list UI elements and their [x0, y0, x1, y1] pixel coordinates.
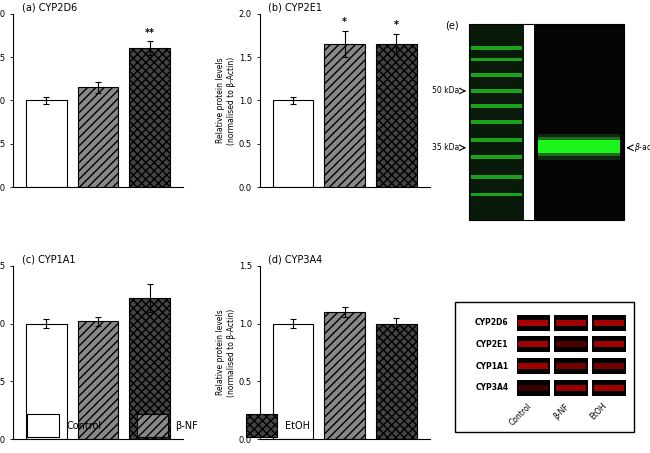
Bar	[556, 363, 586, 369]
Text: (d) CYP3A4: (d) CYP3A4	[268, 255, 322, 265]
Bar	[554, 358, 588, 374]
Bar	[471, 175, 523, 179]
Bar	[471, 58, 523, 62]
Bar	[554, 337, 588, 352]
Bar	[592, 358, 626, 374]
Text: β-NF: β-NF	[176, 421, 198, 431]
Bar	[469, 24, 623, 220]
Bar	[78, 321, 118, 439]
Text: (e): (e)	[445, 20, 459, 30]
Text: Control: Control	[66, 421, 101, 431]
Text: *: *	[342, 18, 347, 28]
Text: (b) CYP2E1: (b) CYP2E1	[268, 3, 322, 13]
Bar	[455, 302, 634, 432]
Text: EtOH: EtOH	[285, 421, 309, 431]
Bar	[592, 380, 626, 396]
Bar	[517, 358, 551, 374]
Bar	[594, 320, 623, 326]
Bar	[469, 24, 525, 220]
Bar	[471, 155, 523, 159]
Text: CYP2D6: CYP2D6	[475, 318, 508, 327]
Bar	[538, 137, 619, 156]
Bar	[324, 44, 365, 188]
Text: CYP3A4: CYP3A4	[475, 383, 508, 392]
FancyBboxPatch shape	[246, 414, 277, 437]
Bar	[554, 315, 588, 331]
Bar	[592, 315, 626, 331]
Text: EtOH: EtOH	[589, 402, 609, 422]
Bar	[519, 363, 548, 369]
Bar	[556, 385, 586, 391]
Bar	[471, 89, 523, 93]
Bar	[554, 380, 588, 396]
Bar	[556, 320, 586, 326]
Bar	[471, 193, 523, 197]
Bar	[471, 73, 523, 77]
Bar	[594, 363, 623, 369]
Bar	[594, 385, 623, 391]
Text: (a) CYP2D6: (a) CYP2D6	[21, 3, 77, 13]
Bar	[519, 320, 548, 326]
Bar	[517, 315, 551, 331]
FancyBboxPatch shape	[136, 414, 168, 437]
Bar	[471, 120, 523, 124]
Text: CYP2E1: CYP2E1	[476, 340, 508, 349]
Bar	[592, 337, 626, 352]
Bar	[129, 298, 170, 439]
FancyBboxPatch shape	[27, 414, 58, 437]
Text: CYP1A1: CYP1A1	[475, 361, 508, 371]
Bar	[538, 134, 619, 160]
Bar	[272, 323, 313, 439]
Bar	[519, 342, 548, 347]
Bar	[272, 101, 313, 188]
Text: β-NF: β-NF	[552, 402, 571, 421]
Text: 35 kDa: 35 kDa	[432, 143, 459, 152]
Bar	[519, 385, 548, 391]
Text: $\beta$-actin: $\beta$-actin	[634, 141, 650, 154]
Text: *: *	[394, 20, 399, 30]
Bar	[376, 323, 417, 439]
Bar	[594, 342, 623, 347]
Bar	[556, 342, 586, 347]
Bar	[517, 337, 551, 352]
Bar	[26, 101, 66, 188]
Bar	[129, 48, 170, 188]
Text: **: **	[145, 28, 155, 38]
Bar	[534, 24, 623, 220]
Bar	[471, 105, 523, 108]
Bar	[78, 87, 118, 188]
Text: (c) CYP1A1: (c) CYP1A1	[21, 255, 75, 265]
Bar	[517, 380, 551, 396]
Bar	[324, 312, 365, 439]
Bar	[471, 46, 523, 50]
Bar	[26, 323, 66, 439]
Bar	[471, 138, 523, 142]
Bar	[376, 44, 417, 188]
Text: Control: Control	[507, 402, 534, 428]
Text: 50 kDa: 50 kDa	[432, 87, 459, 96]
Bar	[538, 140, 619, 153]
Y-axis label: Relative protein levels
(normalised to β-Actin): Relative protein levels (normalised to β…	[216, 56, 236, 145]
Bar	[525, 22, 532, 222]
Y-axis label: Relative protein levels
(normalised to β-Actin): Relative protein levels (normalised to β…	[216, 308, 236, 397]
